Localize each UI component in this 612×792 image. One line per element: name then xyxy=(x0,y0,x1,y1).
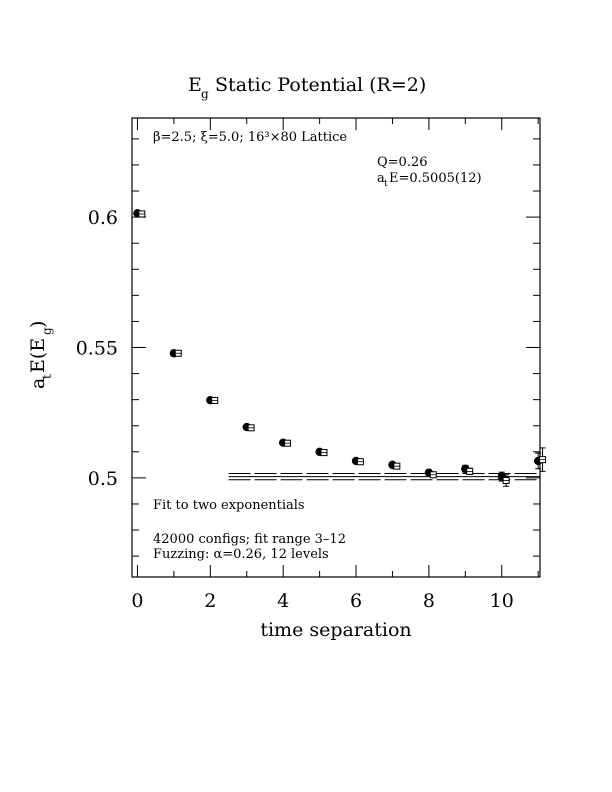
q-annotation: Q=0.26 xyxy=(377,155,428,170)
fit-annotation: Fit to two exponentials xyxy=(153,498,305,513)
y-axis-label: a t E(E g ) xyxy=(27,321,54,389)
chart-title-sub: g xyxy=(201,87,209,101)
y-tick-label: 0.5 xyxy=(88,468,118,490)
y-tick-label: 0.6 xyxy=(88,207,118,229)
y-axis-label-e: E(E xyxy=(27,338,49,373)
lattice-annotation: β=2.5; ξ=5.0; 16³×80 Lattice xyxy=(153,130,347,145)
axis-ticks xyxy=(132,118,540,577)
chart-title-e: E xyxy=(188,74,202,96)
ate-annotation-a: a xyxy=(377,171,385,186)
x-tick-label: 6 xyxy=(350,590,362,612)
data-points xyxy=(133,208,547,487)
x-tick-label: 8 xyxy=(423,590,435,612)
configs-annotation: 42000 configs; fit range 3–12 xyxy=(153,532,346,547)
fuzzing-annotation: Fuzzing: α=0.26, 12 levels xyxy=(153,547,329,562)
y-axis-label-g: g xyxy=(40,327,54,335)
y-tick-label: 0.55 xyxy=(76,338,118,360)
chart-title-rest: Static Potential (R=2) xyxy=(209,74,426,96)
fit-band xyxy=(228,472,540,481)
x-tick-labels: 0 2 4 6 8 10 xyxy=(131,590,513,612)
y-axis-label-a: a xyxy=(27,378,49,389)
y-axis-label-close: ) xyxy=(27,321,49,328)
x-tick-label: 4 xyxy=(277,590,289,612)
ate-annotation-t: t xyxy=(384,179,388,189)
x-tick-label: 10 xyxy=(490,590,514,612)
y-axis-label-t: t xyxy=(40,374,54,379)
x-tick-label: 0 xyxy=(131,590,143,612)
ate-annotation-value: E=0.5005(12) xyxy=(389,171,482,186)
y-tick-labels: 0.5 0.55 0.6 xyxy=(76,207,118,490)
x-axis-label: time separation xyxy=(260,619,411,641)
x-tick-label: 2 xyxy=(204,590,216,612)
